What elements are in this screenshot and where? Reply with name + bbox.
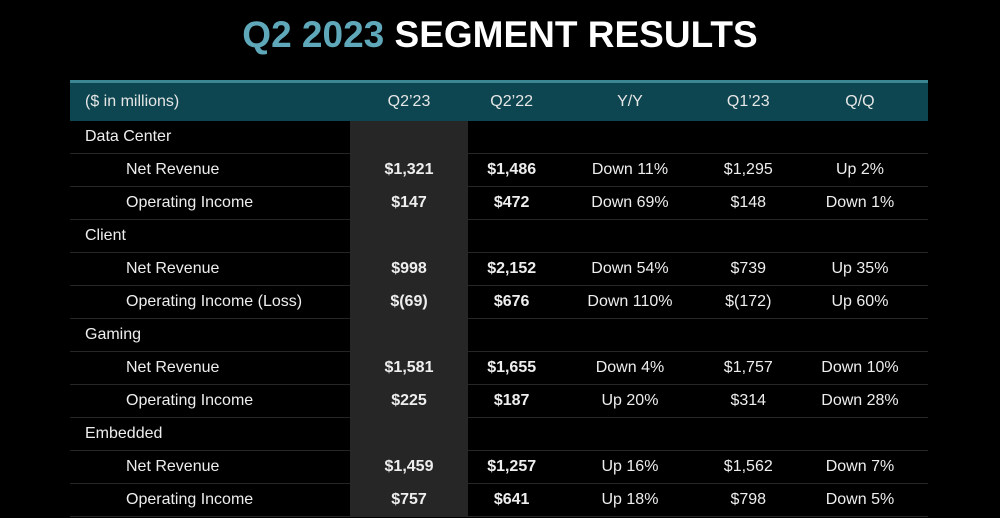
cell: Down 1% [791, 186, 928, 220]
segment-label: Gaming [70, 318, 350, 352]
cell: $998 [350, 252, 468, 286]
table-row: Net Revenue $1,581 $1,655 Down 4% $1,757 Down… [70, 351, 928, 385]
cell [704, 121, 792, 154]
cell: $757 [350, 483, 468, 517]
cell: $(172) [704, 285, 792, 319]
row-label: Net Revenue [70, 153, 350, 187]
table-header: ($ in millions) Q2’23 Q2’22 Y/Y Q1’23 Q/… [70, 81, 928, 121]
cell: $148 [704, 186, 792, 220]
cell: $225 [350, 384, 468, 418]
cell [555, 417, 705, 451]
cell: $1,655 [468, 351, 556, 385]
header-q2-22: Q2’22 [490, 93, 533, 110]
cell: Down 69% [555, 186, 705, 220]
header-qq: Q/Q [845, 93, 875, 110]
cell: $1,459 [350, 450, 468, 484]
page-title: Q2 2023 SEGMENT RESULTS [0, 14, 1000, 56]
cell: Up 2% [791, 153, 928, 187]
cell: Down 10% [791, 351, 928, 385]
header-q2-23: Q2’23 [387, 93, 431, 110]
table-row: Operating Income $225 $187 Up 20% $314 Down 2… [70, 384, 928, 418]
cell: $314 [704, 384, 792, 418]
cell [791, 417, 928, 451]
cell: Up 20% [555, 384, 705, 418]
row-label: Operating Income [70, 186, 350, 220]
cell [468, 219, 556, 253]
cell: $1,321 [350, 153, 468, 187]
cell [350, 318, 468, 352]
cell: Up 16% [555, 450, 705, 484]
cell [704, 417, 792, 451]
table-row: Net Revenue $1,321 $1,486 Down 11% $1,295 Up … [70, 153, 928, 187]
cell [555, 219, 705, 253]
cell [468, 121, 556, 154]
cell: $1,295 [704, 153, 792, 187]
row-label: Operating Income (Loss) [70, 285, 350, 319]
cell: $1,757 [704, 351, 792, 385]
cell [350, 417, 468, 451]
table-row: Operating Income $147 $472 Down 69% $148 Down… [70, 186, 928, 220]
segment-row: Embedded [70, 417, 928, 451]
segment-row: Data Center [70, 121, 928, 154]
segment-label: Embedded [70, 417, 350, 451]
cell [468, 417, 556, 451]
cell: Down 5% [791, 483, 928, 517]
cell: $147 [350, 186, 468, 220]
cell: $(69) [350, 285, 468, 319]
cell [468, 318, 556, 352]
cell: Down 28% [791, 384, 928, 418]
row-label: Net Revenue [70, 450, 350, 484]
header-yy: Y/Y [617, 93, 643, 110]
cell: Up 60% [791, 285, 928, 319]
title-main: SEGMENT RESULTS [394, 14, 758, 55]
header-units: ($ in millions) [85, 93, 180, 110]
table-row: Net Revenue $1,459 $1,257 Up 16% $1,562 Down … [70, 450, 928, 484]
cell [704, 318, 792, 352]
cell [704, 219, 792, 253]
cell: $1,562 [704, 450, 792, 484]
cell: $641 [468, 483, 556, 517]
cell: $798 [704, 483, 792, 517]
header-q1-23: Q1’23 [726, 93, 770, 110]
table-row: Operating Income (Loss) $(69) $676 Down 110… [70, 285, 928, 319]
segment-label: Client [70, 219, 350, 253]
cell: $1,257 [468, 450, 556, 484]
row-label: Operating Income [70, 384, 350, 418]
segment-row: Gaming [70, 318, 928, 352]
cell: $676 [468, 285, 556, 319]
cell: Down 110% [555, 285, 705, 319]
cell: $1,581 [350, 351, 468, 385]
cell: $187 [468, 384, 556, 418]
cell: Down 54% [555, 252, 705, 286]
cell: Down 4% [555, 351, 705, 385]
cell [791, 121, 928, 154]
cell [350, 121, 468, 154]
segment-results-table: ($ in millions) Q2’23 Q2’22 Y/Y Q1’23 Q/… [70, 80, 928, 517]
cell: $739 [704, 252, 792, 286]
table-row: Operating Income $757 $641 Up 18% $798 Down 5… [70, 483, 928, 517]
cell: Down 11% [555, 153, 705, 187]
cell [350, 219, 468, 253]
cell: Down 7% [791, 450, 928, 484]
cell [555, 318, 705, 352]
cell: Up 18% [555, 483, 705, 517]
row-label: Net Revenue [70, 252, 350, 286]
cell: $472 [468, 186, 556, 220]
segment-label: Data Center [70, 121, 350, 154]
cell: $2,152 [468, 252, 556, 286]
cell: Up 35% [791, 252, 928, 286]
cell [791, 318, 928, 352]
table-row: Net Revenue $998 $2,152 Down 54% $739 Up 35% [70, 252, 928, 286]
segment-row: Client [70, 219, 928, 253]
title-accent: Q2 2023 [242, 14, 385, 55]
row-label: Net Revenue [70, 351, 350, 385]
cell [791, 219, 928, 253]
cell: $1,486 [468, 153, 556, 187]
cell [555, 121, 705, 154]
row-label: Operating Income [70, 483, 350, 517]
